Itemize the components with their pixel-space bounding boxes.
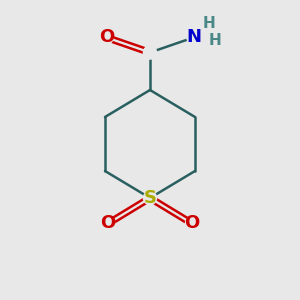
Circle shape bbox=[185, 217, 199, 230]
Text: O: O bbox=[99, 28, 114, 46]
Text: H: H bbox=[202, 16, 215, 32]
Circle shape bbox=[187, 31, 200, 44]
Text: S: S bbox=[143, 189, 157, 207]
Circle shape bbox=[143, 191, 157, 205]
Text: H: H bbox=[208, 33, 221, 48]
Text: O: O bbox=[100, 214, 116, 232]
Circle shape bbox=[143, 46, 157, 59]
Circle shape bbox=[100, 31, 113, 44]
Circle shape bbox=[101, 217, 115, 230]
Text: N: N bbox=[186, 28, 201, 46]
Text: O: O bbox=[184, 214, 200, 232]
